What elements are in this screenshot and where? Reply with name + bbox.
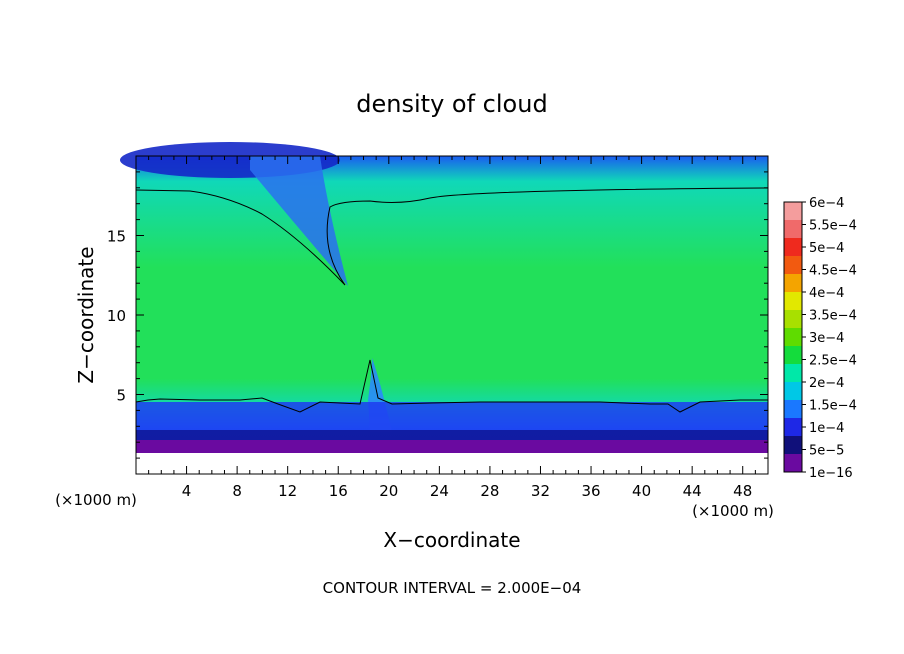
y-tick-label: 15 xyxy=(107,228,126,246)
clear-air xyxy=(136,453,768,474)
descending-wake xyxy=(250,156,348,286)
plot-area xyxy=(120,142,769,475)
x-unit-label-left: (×1000 m) xyxy=(55,491,137,509)
colorbar-swatch xyxy=(784,436,802,455)
x-tick-label: 20 xyxy=(379,482,398,500)
colorbar-label: 4.5e−4 xyxy=(809,264,857,279)
colorbar-swatch xyxy=(784,454,802,473)
colorbar-label: 1e−4 xyxy=(809,421,844,436)
colorbar-label: 2e−4 xyxy=(809,376,844,391)
colorbar-label: 2.5e−4 xyxy=(809,354,857,369)
colorbar-swatch xyxy=(784,292,802,311)
contour-upper xyxy=(135,187,769,286)
colorbar-swatch xyxy=(784,328,802,347)
colorbar-label: 4e−4 xyxy=(809,286,844,301)
x-tick-label: 40 xyxy=(632,482,651,500)
colorbar-swatch xyxy=(784,346,802,365)
colorbar-label: 5.5e−4 xyxy=(809,219,857,234)
colorbar-swatch xyxy=(784,220,802,239)
x-tick-label: 28 xyxy=(480,482,499,500)
x-unit-label-right: (×1000 m) xyxy=(692,502,774,520)
x-tick-label: 32 xyxy=(531,482,550,500)
colorbar-swatch xyxy=(784,238,802,257)
x-tick-label: 24 xyxy=(430,482,449,500)
contour-interval-note: CONTOUR INTERVAL = 2.000E−04 xyxy=(323,579,582,597)
chart-title: density of cloud xyxy=(356,90,547,118)
colorbar-swatch xyxy=(784,364,802,383)
contour-lower xyxy=(135,359,768,413)
x-tick-label: 48 xyxy=(733,482,752,500)
x-tick-label: 12 xyxy=(278,482,297,500)
x-tick-label: 8 xyxy=(232,482,242,500)
colorbar-label: 1e−16 xyxy=(809,466,853,481)
x-tick-label: 16 xyxy=(329,482,348,500)
lower-band-dark xyxy=(136,430,768,442)
colorbar-label: 5e−4 xyxy=(809,241,844,256)
colorbar-legend: 6e−4 5.5e−4 5e−4 4.5e−4 4e−4 3.5e−4 3e−4 2.5e−4… xyxy=(783,196,857,481)
colorbar-label: 1.5e−4 xyxy=(809,399,857,414)
x-axis: 4 8 12 16 20 24 28 32 36 40 44 48 xyxy=(148,156,756,500)
colorbar-label: 6e−4 xyxy=(809,196,844,211)
colorbar-swatch xyxy=(784,310,802,329)
y-tick-label: 10 xyxy=(107,307,126,325)
colorbar-swatch xyxy=(784,256,802,275)
cloud-base xyxy=(136,440,768,454)
colorbar-swatch xyxy=(784,400,802,419)
colorbar-swatch xyxy=(784,382,802,401)
y-tick-label: 5 xyxy=(116,387,126,405)
colorbar-label: 3e−4 xyxy=(809,331,844,346)
colorbar-label: 5e−5 xyxy=(809,444,844,459)
x-tick-label: 36 xyxy=(581,482,600,500)
colorbar-swatch xyxy=(784,418,802,437)
y-axis-label: Z−coordinate xyxy=(74,246,98,383)
y-axis: 5 10 15 xyxy=(107,171,768,459)
colorbar-swatch xyxy=(784,202,802,221)
colorbar-swatch xyxy=(784,274,802,293)
x-axis-label: X−coordinate xyxy=(383,528,520,552)
x-tick-label: 44 xyxy=(683,482,702,500)
colorbar-label: 3.5e−4 xyxy=(809,309,857,324)
x-tick-label: 4 xyxy=(182,482,192,500)
